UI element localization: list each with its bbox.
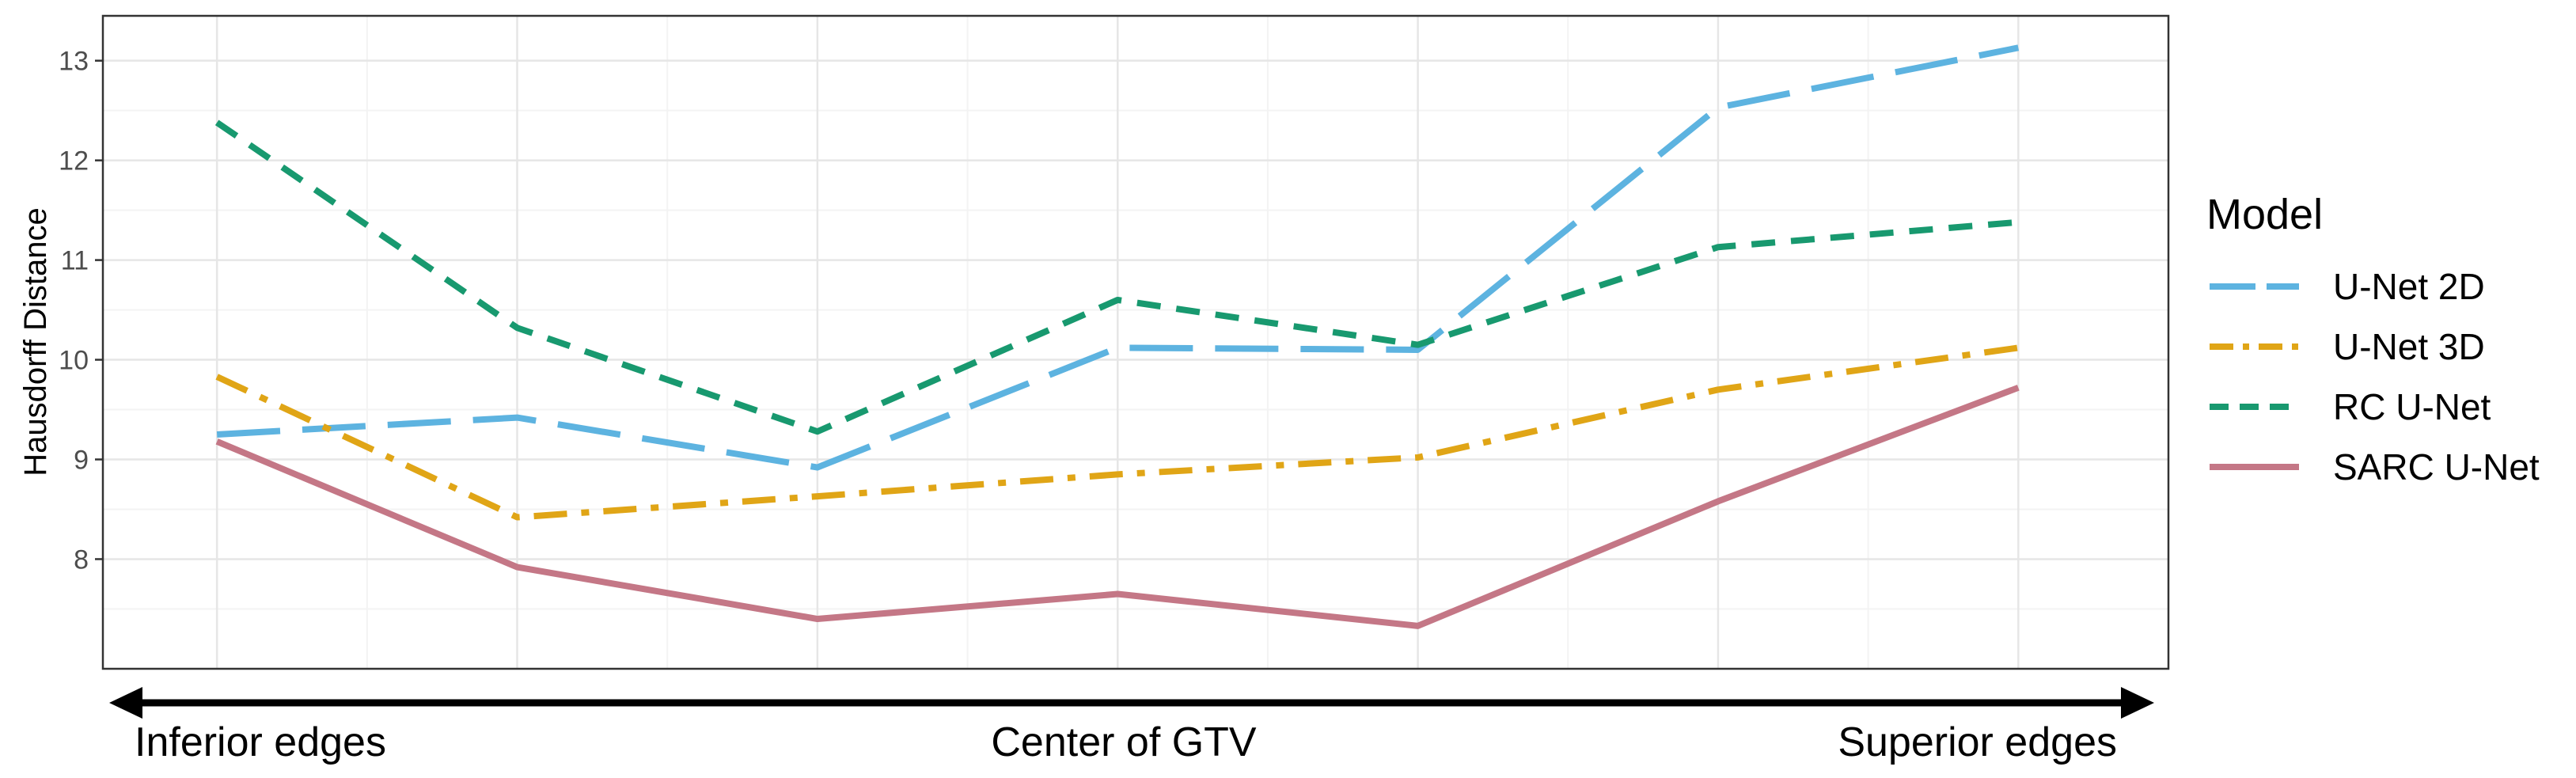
series-line-sarc-u-net [215, 385, 2020, 629]
y-axis-title: Hausdorff Distance [18, 207, 53, 476]
y-tick-label: 8 [74, 545, 89, 575]
legend-label-u-net-2d: U-Net 2D [2333, 266, 2485, 307]
legend-items: U-Net 2D U-Net 3D RC U-Net SARC U-Net [2210, 266, 2540, 488]
legend-label-sarc-u-net: SARC U-Net [2333, 446, 2540, 488]
legend-title: Model [2206, 191, 2323, 238]
y-tick-label: 12 [59, 146, 89, 176]
bottom-arrow-right-head [2121, 687, 2154, 719]
series-lines [214, 44, 2020, 629]
plot-panel-border [101, 14, 2170, 670]
legend-label-rc-u-net: RC U-Net [2333, 386, 2491, 427]
y-axis: 8 9 10 11 12 13 [59, 47, 103, 575]
plot-panel-background [103, 16, 2168, 669]
series-line-u-net-3d [215, 344, 2019, 521]
y-tick-label: 11 [61, 246, 89, 276]
series-line-rc-u-net [214, 120, 2019, 435]
y-tick-label: 10 [59, 346, 89, 376]
y-tick-label: 13 [59, 47, 89, 77]
bottom-label-superior-edges: Superior edges [1838, 719, 2117, 765]
bottom-label-inferior-edges: Inferior edges [135, 719, 386, 765]
legend: Model U-Net 2D U-Net 3D RC U-Net SARC U-Net [2206, 191, 2540, 488]
bottom-arrow-left-head [109, 687, 142, 719]
bottom-label-center-of-gtv: Center of GTV [991, 719, 1257, 765]
y-tick-label: 9 [74, 445, 89, 475]
bottom-arrow-axis [109, 687, 2154, 719]
legend-label-u-net-3d: U-Net 3D [2333, 326, 2485, 367]
series-line-u-net-2d [216, 44, 2020, 471]
